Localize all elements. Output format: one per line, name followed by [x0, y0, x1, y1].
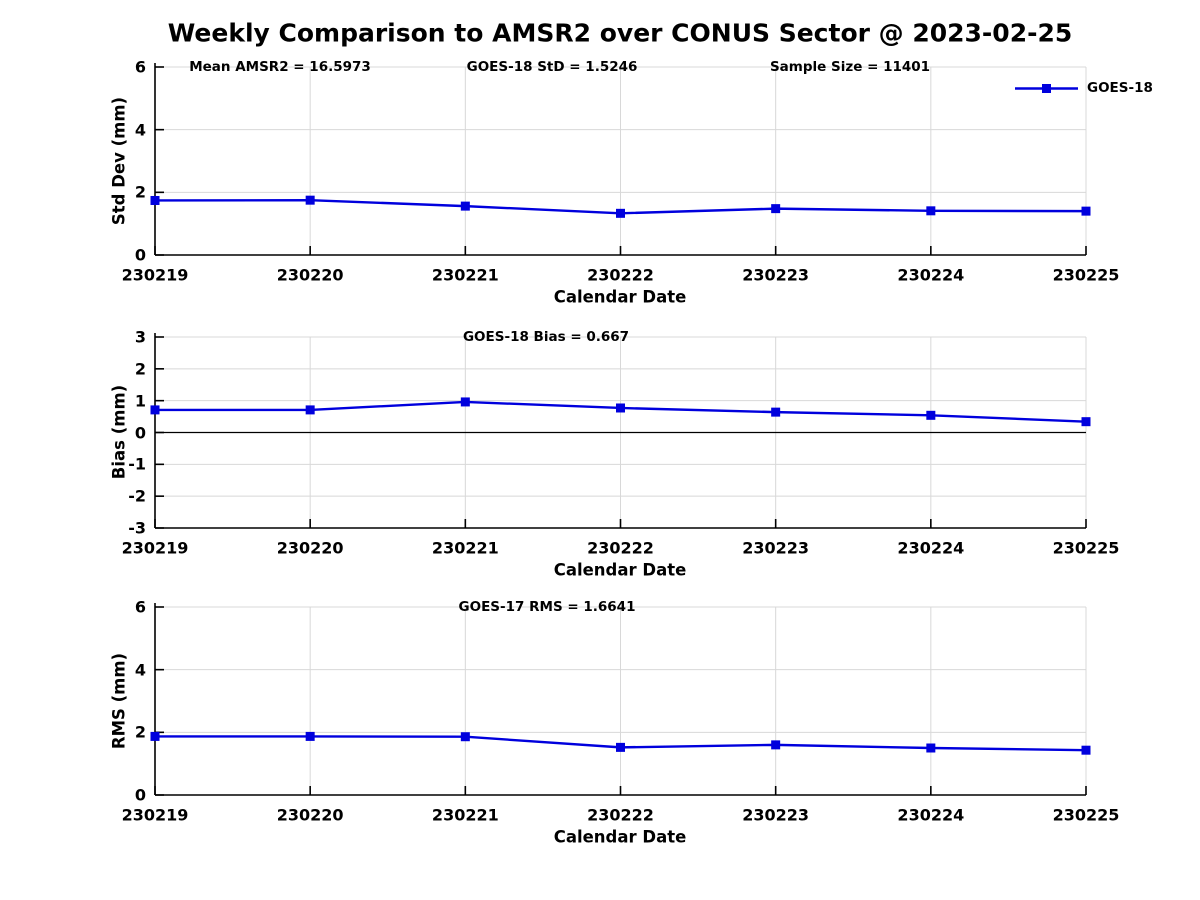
bias-y-tick-label: 0	[134, 423, 146, 442]
rms-x-tick-label: 230219	[121, 805, 189, 825]
rms-x-tick-label: 230222	[587, 805, 654, 825]
std-dev-x-tick-label: 230222	[587, 265, 654, 285]
data-point-marker	[1081, 745, 1091, 755]
rms-x-axis-label: Calendar Date	[553, 827, 687, 847]
stat-goes18-bias: GOES-18 Bias = 0.667	[462, 329, 630, 345]
data-point-marker	[1081, 206, 1091, 216]
bias-x-tick-label: 230219	[121, 538, 189, 558]
data-point-marker	[771, 740, 781, 750]
std-dev-y-tick-label: 4	[134, 120, 146, 140]
data-point-marker	[771, 204, 781, 214]
rms-y-tick-label: 6	[134, 597, 146, 617]
data-point-marker	[616, 208, 625, 218]
data-point-marker	[926, 410, 936, 420]
bias-y-axis-label: Bias (mm)	[109, 384, 129, 480]
data-point-marker	[616, 403, 625, 413]
stddev-y-axis-label: Std Dev (mm)	[109, 96, 129, 226]
bias-x-axis-label: Calendar Date	[553, 560, 687, 580]
legend-line-marker-icon	[1015, 83, 1078, 93]
std-dev-y-tick-label: 6	[134, 57, 146, 77]
bias-y-tick-label: -1	[128, 454, 146, 474]
bias-x-tick-label: 230224	[897, 538, 965, 558]
stat-goes17-rms: GOES-17 RMS = 1.6641	[458, 599, 636, 615]
rms-x-tick-label: 230223	[742, 805, 810, 825]
bias-y-tick-label: -2	[128, 486, 146, 506]
std-dev-x-tick-label: 230219	[121, 265, 189, 285]
std-dev-y-tick-label: 2	[134, 182, 146, 202]
data-point-marker	[771, 407, 781, 417]
stat-sample-size: Sample Size = 11401	[769, 59, 931, 75]
data-point-marker	[305, 405, 315, 415]
bias-y-tick-label: 3	[134, 327, 146, 347]
bias-x-tick-label: 230220	[276, 538, 344, 558]
bias-x-tick-label: 230222	[587, 538, 654, 558]
std-dev-y-tick-label: 0	[134, 245, 146, 265]
bias-x-tick-label: 230223	[742, 538, 810, 558]
rms-x-tick-label: 230221	[431, 805, 499, 825]
rms-y-tick-label: 2	[134, 722, 146, 742]
std-dev-x-tick-label: 230220	[276, 265, 344, 285]
data-point-marker	[460, 397, 470, 407]
rms-y-axis-label: RMS (mm)	[109, 652, 129, 750]
data-point-marker	[150, 731, 160, 741]
bias-x-tick-label: 230225	[1052, 538, 1120, 558]
rms-x-tick-label: 230220	[276, 805, 344, 825]
std-dev-x-tick-label: 230224	[897, 265, 965, 285]
legend-series-label: GOES-18	[1087, 80, 1153, 96]
data-point-marker	[1081, 417, 1091, 427]
bias-y-tick-label: 1	[134, 391, 146, 411]
bias-y-tick-label: 2	[134, 359, 146, 379]
data-point-marker	[305, 195, 315, 205]
bias-y-tick-label: -3	[128, 518, 146, 538]
data-point-marker	[926, 206, 936, 216]
stat-mean-amsr2: Mean AMSR2 = 16.5973	[189, 59, 371, 75]
data-point-marker	[150, 195, 160, 205]
rms-x-tick-label: 230224	[897, 805, 965, 825]
legend: GOES-18	[1015, 80, 1153, 96]
data-point-marker	[150, 405, 160, 415]
chart-title: Weekly Comparison to AMSR2 over CONUS Se…	[167, 18, 1073, 48]
data-point-marker	[305, 731, 315, 741]
std-dev-x-tick-label: 230223	[742, 265, 810, 285]
bias-x-tick-label: 230221	[431, 538, 499, 558]
data-point-marker	[460, 201, 470, 211]
rms-y-tick-label: 0	[134, 785, 146, 805]
std-dev-x-tick-label: 230221	[431, 265, 499, 285]
data-point-marker	[926, 743, 936, 753]
stddev-x-axis-label: Calendar Date	[553, 287, 687, 307]
std-dev-x-tick-label: 230225	[1052, 265, 1120, 285]
rms-x-tick-label: 230225	[1052, 805, 1120, 825]
stat-goes18-std: GOES-18 StD = 1.5246	[466, 59, 638, 75]
data-point-marker	[616, 742, 625, 752]
data-point-marker	[460, 732, 470, 742]
rms-y-tick-label: 4	[134, 660, 146, 680]
